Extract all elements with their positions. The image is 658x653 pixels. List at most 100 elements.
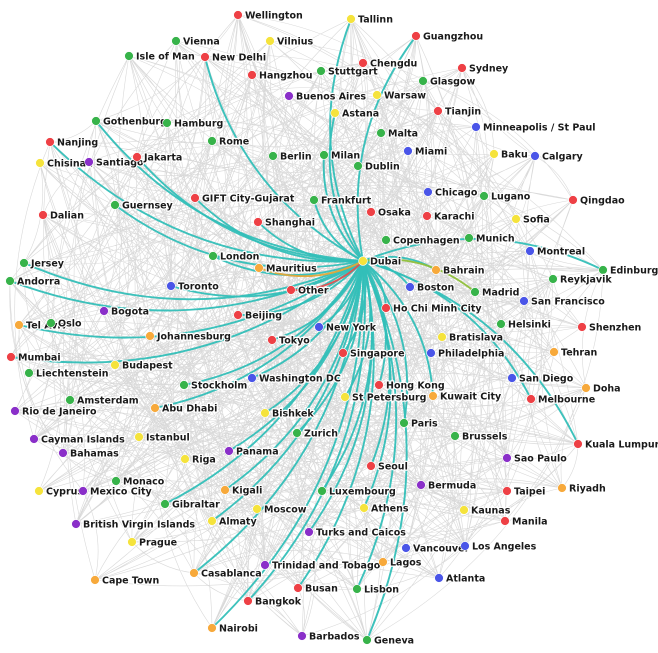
- node-chisinau[interactable]: Chisinau: [35, 157, 94, 171]
- node-geneva[interactable]: Geneva: [362, 634, 415, 648]
- node-santiago[interactable]: Santiago: [84, 156, 145, 170]
- node-dot[interactable]: [376, 128, 386, 138]
- node-dot[interactable]: [437, 332, 447, 342]
- node-glasgow[interactable]: Glasgow: [418, 75, 477, 89]
- node-dot[interactable]: [268, 151, 278, 161]
- node-dot[interactable]: [479, 191, 489, 201]
- node-dot[interactable]: [464, 233, 474, 243]
- node-san-diego[interactable]: San Diego: [507, 372, 575, 386]
- node-dot[interactable]: [549, 347, 559, 357]
- node-mumbai[interactable]: Mumbai: [6, 351, 62, 365]
- node-isle-of-man[interactable]: Isle of Man: [124, 50, 196, 64]
- node-new-delhi[interactable]: New Delhi: [200, 51, 267, 65]
- node-dot[interactable]: [319, 150, 329, 160]
- node-dot[interactable]: [189, 568, 199, 578]
- node-baku[interactable]: Baku: [489, 148, 529, 162]
- node-guernsey[interactable]: Guernsey: [110, 199, 175, 213]
- node-dot[interactable]: [265, 36, 275, 46]
- node-ho-chi-minh-city[interactable]: Ho Chi Minh City: [381, 302, 484, 316]
- node-brussels[interactable]: Brussels: [450, 430, 509, 444]
- node-cape-town[interactable]: Cape Town: [90, 574, 161, 588]
- node-shanghai[interactable]: Shanghai: [253, 216, 316, 230]
- node-taipei[interactable]: Taipei: [502, 485, 547, 499]
- node-qingdao[interactable]: Qingdao: [568, 194, 626, 208]
- node-dot[interactable]: [260, 408, 270, 418]
- node-cayman-islands[interactable]: Cayman Islands: [29, 433, 126, 447]
- node-toronto[interactable]: Toronto: [166, 280, 220, 294]
- node-dot[interactable]: [134, 432, 144, 442]
- node-dot[interactable]: [460, 541, 470, 551]
- node-dot[interactable]: [317, 486, 327, 496]
- node-dot[interactable]: [502, 486, 512, 496]
- node-dot[interactable]: [316, 66, 326, 76]
- node-dot[interactable]: [293, 583, 303, 593]
- node-dot[interactable]: [90, 575, 100, 585]
- node-jersey[interactable]: Jersey: [19, 257, 66, 271]
- node-dot[interactable]: [179, 380, 189, 390]
- node-dot[interactable]: [423, 187, 433, 197]
- node-dot[interactable]: [353, 161, 363, 171]
- node-paris[interactable]: Paris: [399, 417, 439, 431]
- node-dot[interactable]: [127, 537, 137, 547]
- node-riyadh[interactable]: Riyadh: [557, 482, 607, 496]
- node-amsterdam[interactable]: Amsterdam: [65, 394, 140, 408]
- node-dot[interactable]: [34, 486, 44, 496]
- node-dot[interactable]: [171, 36, 181, 46]
- node-dot[interactable]: [19, 258, 29, 268]
- node-dot[interactable]: [24, 368, 34, 378]
- node-bahrain[interactable]: Bahrain: [431, 264, 486, 278]
- node-dot[interactable]: [405, 282, 415, 292]
- node-cyprus[interactable]: Cyprus: [34, 485, 85, 499]
- node-dot[interactable]: [471, 122, 481, 132]
- node-dot[interactable]: [91, 116, 101, 126]
- node-dot[interactable]: [160, 499, 170, 509]
- node-athens[interactable]: Athens: [359, 502, 410, 516]
- node-monaco[interactable]: Monaco: [111, 475, 166, 489]
- node-andorra[interactable]: Andorra: [5, 275, 61, 289]
- node-milan[interactable]: Milan: [319, 149, 362, 163]
- node-dot[interactable]: [45, 137, 55, 147]
- node-istanbul[interactable]: Istanbul: [134, 431, 191, 445]
- node-dot[interactable]: [208, 251, 218, 261]
- node-dalian[interactable]: Dalian: [38, 209, 85, 223]
- node-dot[interactable]: [519, 296, 529, 306]
- node-guangzhou[interactable]: Guangzhou: [411, 30, 484, 44]
- node-dot[interactable]: [422, 211, 432, 221]
- node-dot[interactable]: [526, 394, 536, 404]
- node-dot[interactable]: [381, 303, 391, 313]
- node-dot[interactable]: [180, 454, 190, 464]
- node-nanjing[interactable]: Nanjing: [45, 136, 99, 150]
- node-san-francisco[interactable]: San Francisco: [519, 295, 606, 309]
- node-kaunas[interactable]: Kaunas: [459, 504, 512, 518]
- node-dot[interactable]: [267, 335, 277, 345]
- node-dot[interactable]: [207, 136, 217, 146]
- node-los-angeles[interactable]: Los Angeles: [460, 540, 538, 554]
- node-dot[interactable]: [14, 320, 24, 330]
- node-dot[interactable]: [207, 516, 217, 526]
- node-dot[interactable]: [162, 118, 172, 128]
- node-dot[interactable]: [10, 406, 20, 416]
- node-sydney[interactable]: Sydney: [457, 62, 510, 76]
- node-dot[interactable]: [243, 596, 253, 606]
- node-dot[interactable]: [573, 439, 583, 449]
- node-dot[interactable]: [428, 391, 438, 401]
- node-montreal[interactable]: Montreal: [525, 245, 586, 259]
- node-hangzhou[interactable]: Hangzhou: [247, 69, 314, 83]
- node-st-petersburg[interactable]: St Petersburg: [340, 391, 428, 405]
- node-dot[interactable]: [366, 461, 376, 471]
- node-dot[interactable]: [401, 543, 411, 553]
- node-edinburgh[interactable]: Edinburgh: [598, 264, 658, 278]
- node-buenos-aires[interactable]: Buenos Aires: [284, 90, 368, 104]
- node-dot[interactable]: [71, 519, 81, 529]
- node-sofia[interactable]: Sofia: [511, 213, 551, 227]
- node-dot[interactable]: [581, 383, 591, 393]
- node-dot[interactable]: [166, 281, 176, 291]
- node-dot[interactable]: [403, 146, 413, 156]
- node-dot[interactable]: [416, 480, 426, 490]
- node-london[interactable]: London: [208, 250, 261, 264]
- node-dot[interactable]: [470, 287, 480, 297]
- node-dot[interactable]: [78, 486, 88, 496]
- node-dot[interactable]: [260, 560, 270, 570]
- node-dot[interactable]: [84, 157, 94, 167]
- node-dot[interactable]: [433, 106, 443, 116]
